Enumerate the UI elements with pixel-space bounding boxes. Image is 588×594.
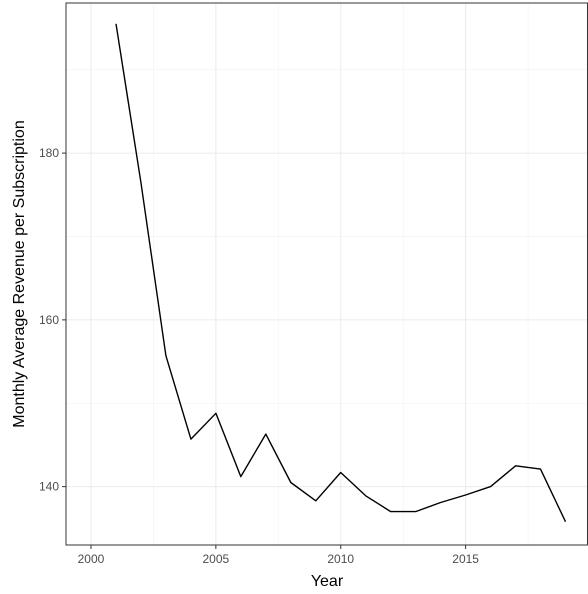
x-axis-title: Year	[311, 573, 344, 590]
plot-panel	[65, 2, 588, 546]
y-axis-title: Monthly Average Revenue per Subscription	[11, 120, 28, 427]
y-axis: 140 160 180	[39, 146, 66, 494]
y-tick-label: 160	[39, 313, 59, 327]
x-tick-label: 2005	[203, 552, 230, 566]
x-axis: 2000 2005 2010 2015	[78, 545, 479, 566]
major-gridlines	[66, 3, 588, 545]
x-tick-label: 2010	[327, 552, 354, 566]
series-line	[115, 23, 567, 523]
panel-border	[65, 2, 588, 546]
x-tick-label: 2015	[452, 552, 479, 566]
x-tick-label: 2000	[78, 552, 105, 566]
y-tick-label: 180	[39, 146, 59, 160]
y-tick-label: 140	[39, 480, 59, 494]
minor-gridlines	[66, 3, 588, 545]
